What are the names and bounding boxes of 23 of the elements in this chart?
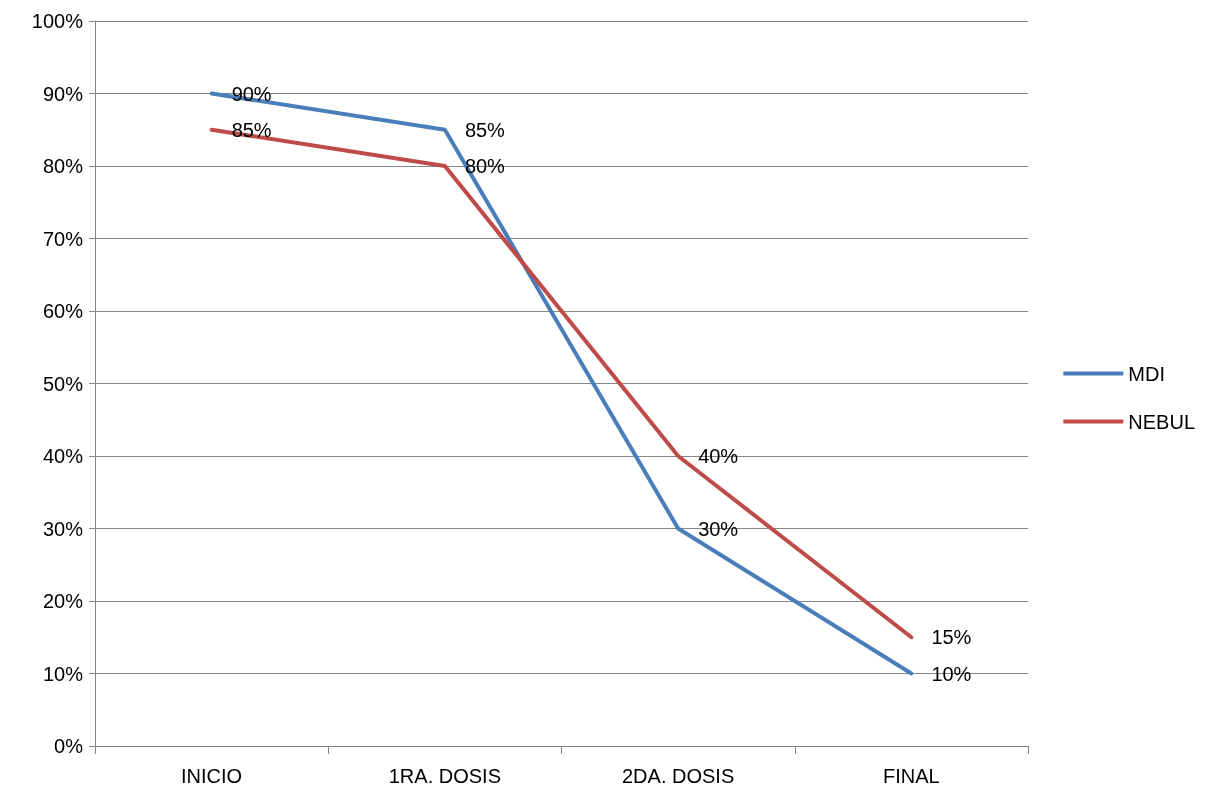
data-label: 85%	[464, 118, 506, 141]
legend-label: MDI	[1128, 362, 1165, 385]
x-tick-label: INICIO	[181, 765, 243, 787]
y-tick-label: 80%	[42, 155, 84, 177]
y-tick-label: 100%	[31, 10, 84, 32]
data-label: 30%	[698, 517, 739, 540]
x-tick-label: 1RA. DOSIS	[388, 765, 502, 787]
data-label: 10%	[931, 662, 972, 685]
y-tick-label: 50%	[42, 372, 84, 395]
y-tick-label: 70%	[42, 227, 84, 250]
data-label: 40%	[698, 445, 739, 467]
data-label: 90%	[231, 82, 272, 105]
y-tick-label: 0%	[54, 735, 84, 757]
y-tick-label: 20%	[42, 590, 84, 612]
y-tick-label: 10%	[42, 662, 84, 685]
y-tick-label: 90%	[42, 82, 84, 105]
y-tick-label: 40%	[42, 445, 84, 467]
y-tick-label: 60%	[42, 300, 84, 322]
data-label: 15%	[931, 626, 972, 649]
y-tick-label: 30%	[42, 517, 84, 540]
legend-label: NEBUL	[1128, 410, 1196, 433]
x-tick-label: 2DA. DOSIS	[621, 765, 735, 787]
x-tick-label: FINAL	[883, 765, 940, 787]
